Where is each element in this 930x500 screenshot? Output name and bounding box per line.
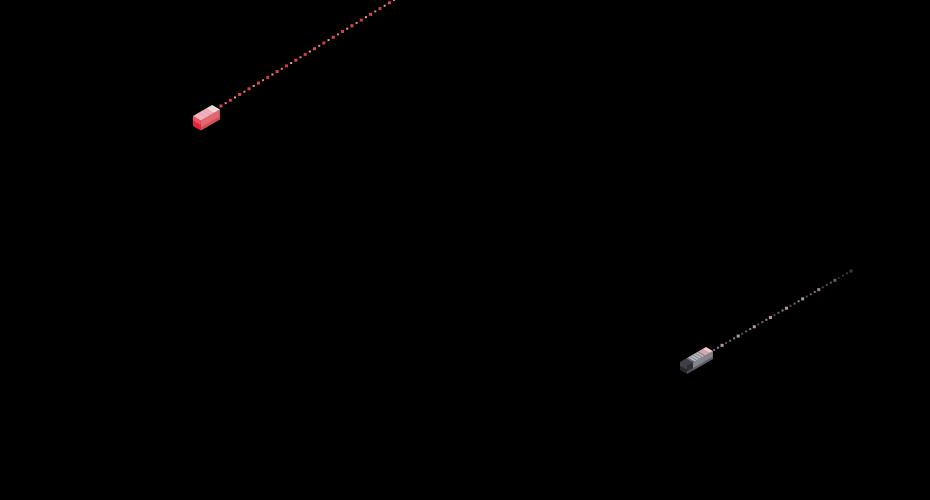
gray-train-trail: [713, 269, 853, 351]
gray-train[interactable]: [680, 347, 713, 374]
red-train-trail: [219, 0, 395, 108]
red-train[interactable]: [193, 105, 220, 131]
